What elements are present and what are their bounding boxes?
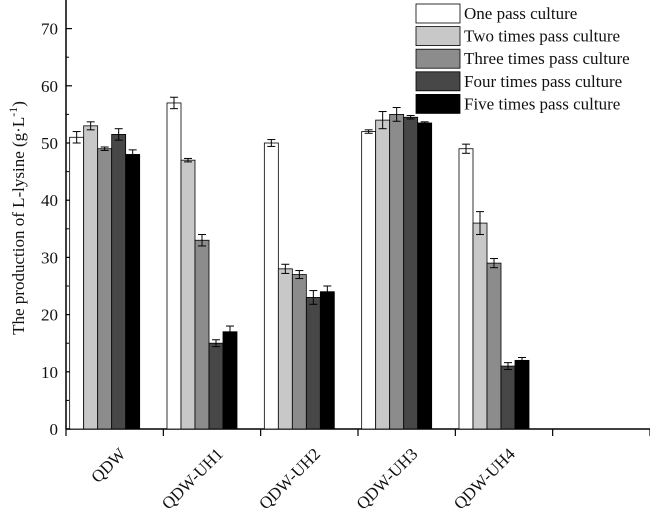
bar-qdw-series-4: [111, 134, 127, 430]
bar-qdw-series-3: [97, 148, 113, 430]
bar-qdw-series-5: [125, 154, 141, 430]
y-tick-label: 60: [41, 77, 58, 96]
x-category-label: QDW-UH3: [353, 444, 422, 513]
bar-qdw-uh1-series-5: [222, 331, 238, 430]
y-axis-title: The production of L-lysine (g·L-1): [6, 101, 28, 335]
bars-layer: [69, 102, 530, 430]
x-category-label: QDW-UH2: [255, 444, 324, 513]
x-category-label: QDW-UH1: [158, 444, 227, 513]
x-category-label: QDW: [87, 444, 130, 487]
legend-swatch: [415, 26, 461, 47]
bar-qdw-series-2: [83, 125, 99, 430]
y-tick-labels: 0 10 20 30 40 50 60 70: [41, 20, 58, 439]
bar-qdw-uh3-series-4: [403, 116, 419, 430]
y-axis-title-superscript: -1: [6, 107, 20, 117]
bar-qdw-uh1-series-3: [194, 239, 210, 430]
bar-qdw-uh2-series-3: [291, 274, 307, 430]
legend-swatch: [415, 71, 461, 92]
x-category-label: QDW-UH4: [450, 444, 519, 513]
legend-swatch: [415, 3, 461, 24]
bar-qdw-uh3-series-5: [417, 122, 433, 430]
x-tick-labels: QDW QDW-UH1 QDW-UH2 QDW-UH3 QDW-UH4: [87, 444, 519, 514]
bar-qdw-uh3-series-2: [375, 119, 391, 430]
y-tick-label: 40: [41, 191, 58, 210]
y-tick-label: 20: [41, 306, 58, 325]
bar-qdw-uh2-series-5: [319, 291, 335, 430]
bar-qdw-uh4-series-3: [486, 262, 502, 430]
legend-swatch: [415, 48, 461, 69]
legend-swatch: [415, 94, 461, 114]
y-tick-label: 10: [41, 363, 58, 382]
bar-qdw-uh1-series-1: [166, 102, 182, 430]
legend-label: One pass culture: [464, 4, 577, 23]
bar-qdw-uh4-series-2: [472, 222, 488, 430]
bar-qdw-uh2-series-2: [277, 268, 293, 430]
legend-label: Five times pass culture: [464, 94, 620, 113]
bar-qdw-uh2-series-1: [263, 142, 279, 430]
bar-qdw-uh4-series-5: [514, 359, 530, 430]
y-tick-label: 50: [41, 134, 58, 153]
legend-label: Four times pass culture: [464, 72, 622, 91]
legend-label: Two times pass culture: [464, 27, 620, 46]
bar-qdw-series-1: [69, 136, 85, 430]
bar-qdw-uh4-series-4: [500, 365, 516, 430]
bar-qdw-uh1-series-2: [180, 159, 196, 430]
y-tick-label: 0: [50, 420, 59, 439]
bar-qdw-uh2-series-4: [305, 297, 321, 430]
legend: One pass culture Two times pass culture Th…: [415, 3, 630, 114]
bar-qdw-uh1-series-4: [208, 342, 224, 430]
legend-label: Three times pass culture: [464, 49, 630, 68]
bar-qdw-uh4-series-1: [458, 148, 474, 430]
y-tick-label: 70: [41, 20, 58, 39]
bar-qdw-uh3-series-1: [361, 131, 377, 430]
axes: [65, 0, 650, 436]
bar-qdw-uh3-series-3: [389, 114, 405, 430]
error-bars-layer: [72, 96, 526, 371]
y-tick-label: 30: [41, 248, 58, 267]
